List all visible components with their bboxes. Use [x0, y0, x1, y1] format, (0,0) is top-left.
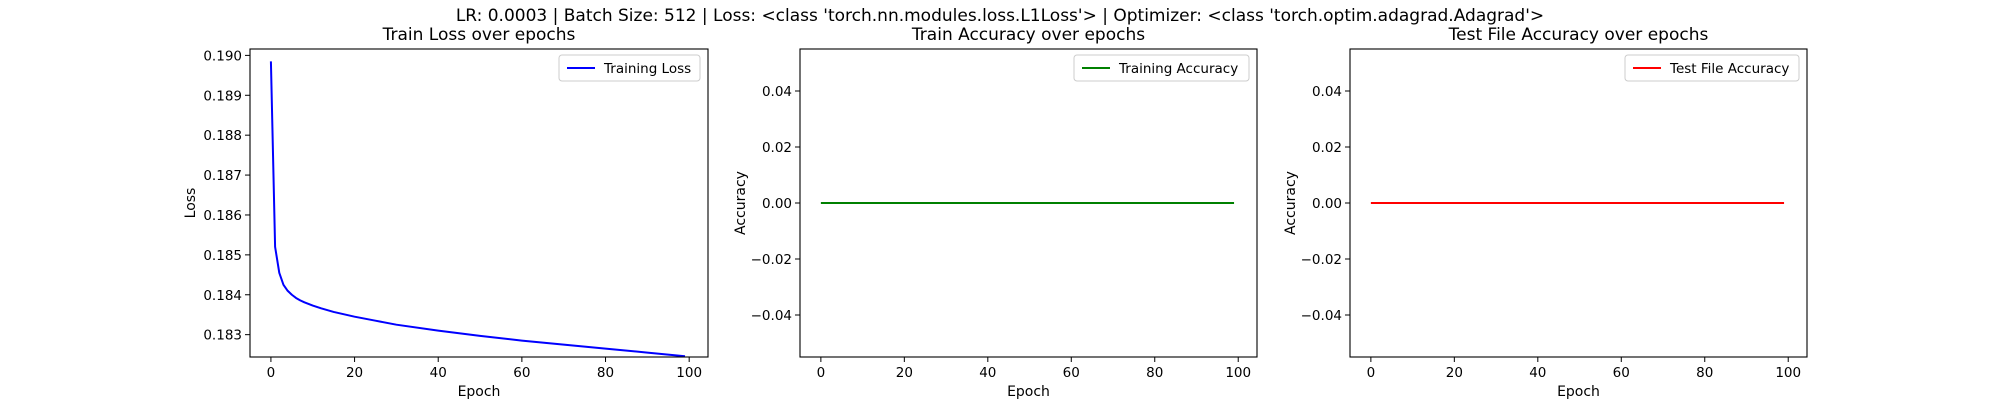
y-tick-label: 0.04	[762, 84, 792, 100]
x-tick-label: 0	[1367, 365, 1376, 381]
legend-label: Test File Accuracy	[1669, 61, 1789, 77]
x-tick-label: 40	[1529, 365, 1546, 381]
y-tick-label: −0.02	[1301, 252, 1342, 268]
legend-label: Training Loss	[603, 61, 691, 77]
x-axis-label: Epoch	[1007, 384, 1050, 400]
x-tick-label: 0	[267, 365, 276, 381]
y-tick-label: 0.188	[203, 128, 242, 144]
legend-box	[1073, 54, 1250, 82]
y-tick-label: −0.04	[751, 308, 792, 324]
x-tick-label: 100	[1775, 365, 1801, 381]
figure-suptitle: LR: 0.0003 | Batch Size: 512 | Loss: <cl…	[456, 6, 1544, 26]
chart-title: Train Loss over epochs	[382, 25, 576, 45]
x-tick-label: 60	[1063, 365, 1080, 381]
y-axis-label: Accuracy	[733, 171, 749, 235]
y-tick-label: 0.189	[203, 88, 242, 104]
chart-0: Train Loss over epochs 0 20 40 60 80 100 0.183 0…	[183, 25, 709, 400]
y-tick-label: 0.186	[203, 208, 242, 224]
legend: Training Accuracy	[1073, 54, 1250, 82]
x-axis-label: Epoch	[458, 384, 501, 400]
y-tick-label: 0.187	[203, 168, 242, 184]
x-tick-label: 60	[513, 365, 530, 381]
legend-label: Training Accuracy	[1118, 61, 1238, 77]
x-tick-label: 40	[979, 365, 996, 381]
x-axis-label: Epoch	[1557, 384, 1600, 400]
y-tick-label: 0.02	[762, 140, 792, 156]
axes-frame	[249, 48, 709, 358]
x-tick-label: 20	[346, 365, 363, 381]
y-tick-label: 0.00	[762, 196, 792, 212]
y-tick-label: 0.04	[1312, 84, 1342, 100]
legend-box	[558, 54, 701, 82]
legend: Test File Accuracy	[1624, 54, 1800, 82]
y-tick-label: 0.02	[1312, 140, 1342, 156]
chart-title: Test File Accuracy over epochs	[1448, 25, 1709, 45]
x-tick-label: 40	[430, 365, 447, 381]
x-tick-label: 80	[597, 365, 614, 381]
series-line	[269, 61, 686, 358]
x-tick-label: 60	[1613, 365, 1630, 381]
y-tick-label: −0.02	[751, 252, 792, 268]
x-tick-label: 20	[896, 365, 913, 381]
x-tick-label: 100	[1225, 365, 1251, 381]
y-tick-label: 0.183	[203, 328, 242, 344]
y-tick-label: 0.190	[203, 48, 242, 64]
y-tick-label: 0.185	[203, 248, 242, 264]
y-tick-label: −0.04	[1301, 308, 1342, 324]
y-axis-label: Loss	[183, 188, 199, 219]
chart-2: Test File Accuracy over epochs 0 20 40 60 80 1…	[1283, 25, 1808, 400]
chart-1: Train Accuracy over epochs 0 20 40 60 80 100 −0…	[733, 25, 1258, 400]
y-tick-label: 0.00	[1312, 196, 1342, 212]
y-axis-label: Accuracy	[1283, 171, 1299, 235]
chart-title: Train Accuracy over epochs	[911, 25, 1145, 45]
x-tick-label: 100	[676, 365, 702, 381]
axes-container: Train Loss over epochs 0 20 40 60 80 100 0.183 0…	[183, 25, 1808, 400]
legend: Training Loss	[558, 54, 701, 82]
x-tick-label: 0	[817, 365, 826, 381]
x-tick-label: 20	[1446, 365, 1463, 381]
y-tick-label: 0.184	[203, 288, 242, 304]
legend-box	[1624, 54, 1800, 82]
x-tick-label: 80	[1146, 365, 1163, 381]
x-tick-label: 80	[1696, 365, 1713, 381]
